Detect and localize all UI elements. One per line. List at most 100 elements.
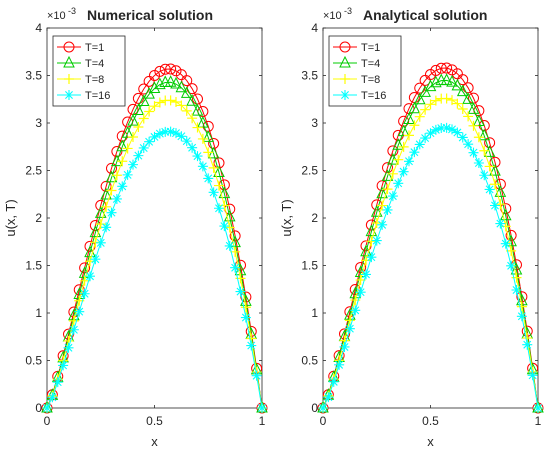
data-point <box>404 130 414 141</box>
data-point <box>171 128 181 139</box>
series-line <box>46 68 263 409</box>
data-point <box>527 370 538 381</box>
data-point <box>377 219 388 230</box>
data-point <box>68 324 79 335</box>
x-tick-label: 0 <box>44 414 51 428</box>
data-point <box>393 154 404 165</box>
data-point <box>137 94 150 107</box>
legend-swatch-marker <box>64 90 74 100</box>
data-point <box>230 246 241 257</box>
data-point <box>192 151 203 162</box>
data-point <box>176 131 187 142</box>
data-point <box>392 138 405 150</box>
data-point <box>203 147 214 158</box>
data-point <box>154 97 165 108</box>
data-point <box>452 98 463 109</box>
data-point <box>224 240 235 251</box>
data-point <box>456 84 469 97</box>
data-point <box>218 186 231 199</box>
data-point <box>506 260 517 271</box>
data-point <box>404 156 414 167</box>
data-point <box>133 150 144 161</box>
data-point <box>473 114 485 126</box>
data-point <box>197 116 209 128</box>
legend-swatch-marker <box>340 74 350 84</box>
y-tick-label: 1.5 <box>25 259 42 273</box>
data-point <box>451 78 464 91</box>
data-point <box>398 141 409 152</box>
data-point <box>192 93 203 105</box>
data-point <box>371 235 382 246</box>
data-point <box>408 101 421 114</box>
data-point <box>494 185 507 197</box>
data-point <box>106 207 117 218</box>
data-point <box>484 184 495 195</box>
data-point <box>165 95 176 106</box>
data-point <box>149 131 160 142</box>
data-point <box>441 122 452 133</box>
data-point <box>187 113 198 124</box>
data-point <box>430 95 441 106</box>
data-point <box>181 75 193 87</box>
data-point <box>478 128 491 141</box>
y-axis-label: u(x, T) <box>3 199 18 236</box>
data-point <box>165 63 177 75</box>
data-point <box>500 221 511 232</box>
data-point <box>214 203 224 214</box>
legend-swatch-marker <box>63 55 75 68</box>
chart-panel-1: 0 0.5 1 1.5 2 2.5 3 3.5 4 0 0.5 1 x u(x, T) ×10 -3 Numer… <box>3 6 268 449</box>
y-tick-label: 2.5 <box>301 164 318 178</box>
legend: T=1 T=4 T=8 T=16 <box>52 35 126 107</box>
legend-entry-label: T=4 <box>361 58 380 70</box>
data-point <box>202 130 215 142</box>
data-point <box>138 142 149 153</box>
data-point <box>440 73 453 85</box>
data-point <box>409 120 420 131</box>
data-point <box>100 187 112 200</box>
data-point <box>230 262 241 273</box>
x-tick-label: 1 <box>535 414 542 428</box>
data-point <box>240 312 251 323</box>
data-point <box>79 288 90 299</box>
legend-entry-label: T=4 <box>85 58 104 70</box>
data-point <box>208 187 219 198</box>
axis-exponent-power: -3 <box>68 6 76 16</box>
data-point <box>522 339 533 350</box>
data-point <box>111 193 122 204</box>
data-point <box>68 315 79 326</box>
chart-panel-2: 0 0.5 1 1.5 2 2.5 3 3.5 4 0 0.5 1 x u(x, T) ×10 -3 Analy… <box>279 6 544 449</box>
data-point <box>414 111 425 122</box>
data-point <box>339 341 350 352</box>
data-point <box>170 76 182 89</box>
x-tick-label: 0.5 <box>146 414 163 428</box>
axis-exponent-base: ×10 <box>47 10 66 22</box>
legend-entry-label: T=1 <box>361 42 380 54</box>
data-point <box>186 94 198 106</box>
data-point <box>344 315 355 326</box>
data-point <box>240 302 251 313</box>
data-point <box>181 136 192 147</box>
y-tick-label: 4 <box>311 21 318 35</box>
y-tick-label: 0.5 <box>25 354 42 368</box>
data-point <box>495 218 506 229</box>
data-point <box>328 376 339 387</box>
data-point <box>213 165 225 178</box>
legend-swatch-marker <box>63 41 75 53</box>
data-point <box>409 147 420 158</box>
x-tick-label: 0 <box>320 414 327 428</box>
data-point <box>398 166 409 177</box>
data-point <box>387 145 399 157</box>
data-point <box>462 92 474 104</box>
data-point <box>479 145 490 156</box>
data-point <box>323 392 334 403</box>
y-tick-label: 3.5 <box>25 69 42 83</box>
data-point <box>148 81 161 93</box>
data-point <box>251 370 262 381</box>
data-point <box>479 170 490 181</box>
data-point <box>117 156 128 167</box>
data-point <box>484 137 496 149</box>
series-t-16 <box>42 126 267 413</box>
y-tick-label: 0 <box>35 401 42 415</box>
data-point <box>441 93 452 104</box>
